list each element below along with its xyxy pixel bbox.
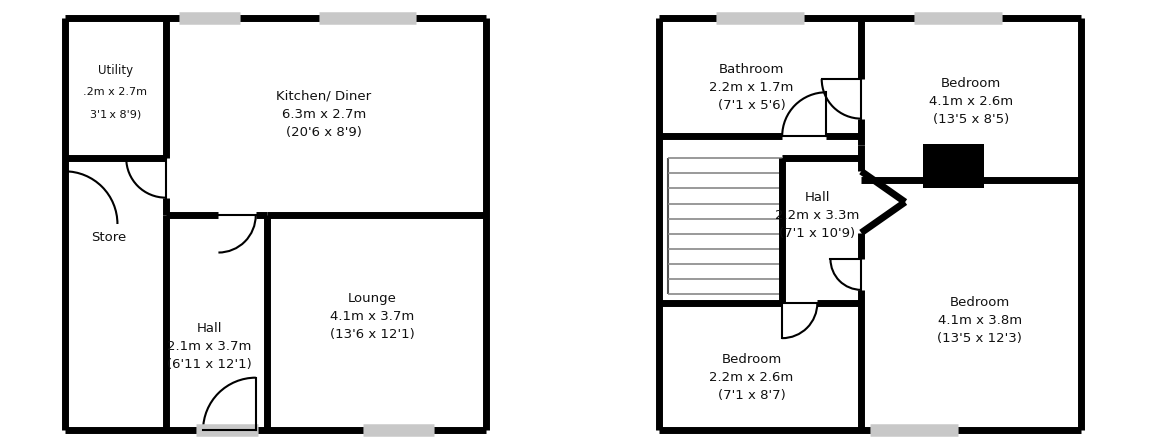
Text: Hall
2.2m x 3.3m
(7'1 x 10'9): Hall 2.2m x 3.3m (7'1 x 10'9)	[775, 191, 860, 240]
Text: Store: Store	[90, 231, 126, 244]
Text: 3'1 x 8'9): 3'1 x 8'9)	[89, 109, 140, 119]
Text: Bedroom
4.1m x 3.8m
(13'5 x 12'3): Bedroom 4.1m x 3.8m (13'5 x 12'3)	[937, 296, 1022, 345]
Text: Bedroom
4.1m x 2.6m
(13'5 x 8'5): Bedroom 4.1m x 2.6m (13'5 x 8'5)	[929, 77, 1013, 125]
Bar	[922, 144, 984, 188]
Text: Bathroom
2.2m x 1.7m
(7'1 x 5'6): Bathroom 2.2m x 1.7m (7'1 x 5'6)	[709, 64, 793, 112]
Text: Lounge
4.1m x 3.7m
(13'6 x 12'1): Lounge 4.1m x 3.7m (13'6 x 12'1)	[329, 292, 414, 340]
Text: .2m x 2.7m: .2m x 2.7m	[84, 87, 147, 97]
Text: Utility: Utility	[97, 64, 132, 77]
Text: Kitchen/ Diner
6.3m x 2.7m
(20'6 x 8'9): Kitchen/ Diner 6.3m x 2.7m (20'6 x 8'9)	[276, 90, 371, 139]
Text: Bedroom
2.2m x 2.6m
(7'1 x 8'7): Bedroom 2.2m x 2.6m (7'1 x 8'7)	[709, 353, 793, 402]
Text: Hall
2.1m x 3.7m
(6'11 x 12'1): Hall 2.1m x 3.7m (6'11 x 12'1)	[167, 323, 252, 371]
